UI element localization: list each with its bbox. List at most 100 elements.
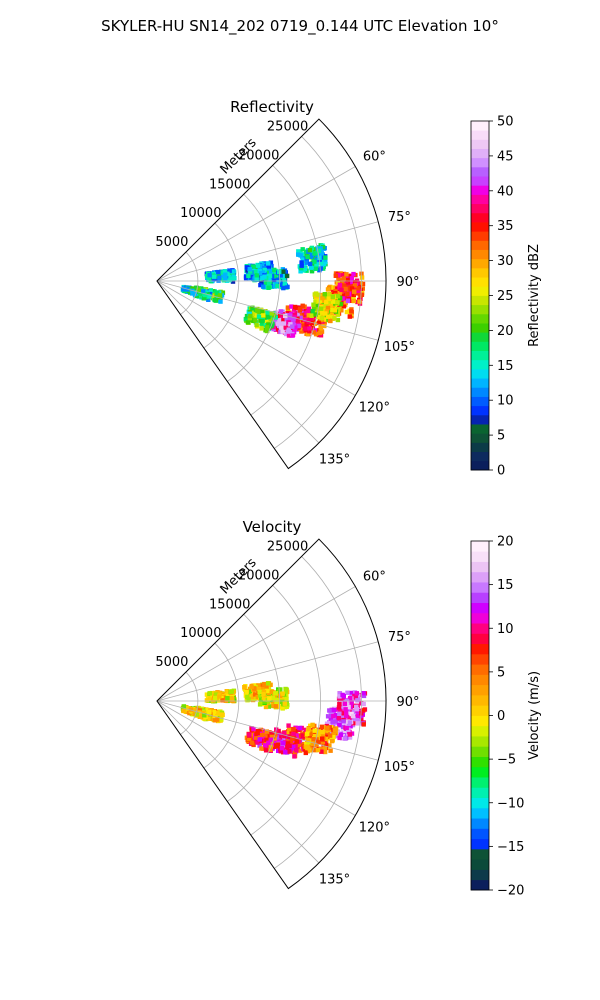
echo-cell	[215, 710, 220, 716]
echo-cell	[335, 317, 341, 323]
echo-cell	[276, 728, 281, 734]
echo-cell	[266, 264, 271, 269]
azimuth-tick-label: 75°	[388, 210, 411, 225]
azimuth-gridline	[156, 641, 379, 702]
echo-cell	[310, 309, 315, 314]
echo-cell	[281, 269, 286, 274]
echo-cell	[266, 276, 272, 281]
echo-cell	[230, 279, 236, 284]
echo-cell	[267, 730, 272, 735]
echo-cell	[211, 698, 216, 703]
echo-cell	[266, 740, 271, 745]
echo-cell	[277, 735, 282, 740]
echo-cell	[319, 724, 325, 729]
echo-cell	[243, 274, 249, 280]
echo-cell	[225, 689, 230, 694]
echo-cell	[292, 304, 298, 310]
echo-cell	[354, 704, 359, 710]
colorbar-swatch	[471, 684, 489, 696]
echo-cell	[337, 735, 342, 741]
echo-cell	[300, 257, 305, 262]
echo-cell	[332, 727, 337, 733]
echo-cell	[284, 331, 289, 337]
azimuth-gridline	[156, 700, 356, 816]
echo-cell	[282, 733, 287, 739]
colorbar-swatch	[471, 212, 489, 223]
echo-cell	[341, 719, 346, 724]
echo-cell	[344, 309, 350, 315]
echo-cell	[319, 749, 324, 754]
echo-cell	[220, 698, 225, 703]
echo-cell	[254, 276, 259, 282]
echo-cell	[351, 298, 357, 304]
colorbar-tick-label: 10	[497, 622, 514, 637]
echo-cell	[340, 696, 346, 702]
echo-cell	[344, 725, 349, 731]
echo-cell	[355, 698, 360, 703]
echo-cell	[347, 735, 353, 740]
echo-cell	[354, 707, 359, 712]
echo-cell	[315, 747, 321, 753]
echo-cell	[309, 320, 314, 326]
colorbar-swatch	[471, 258, 489, 269]
echo-cell	[282, 731, 287, 736]
echo-cell	[353, 716, 358, 721]
echo-cell	[269, 732, 275, 737]
echo-cell	[278, 321, 283, 326]
echo-cell	[353, 695, 358, 700]
range-tick-label: 15000	[209, 597, 250, 612]
colorbar-swatch	[471, 828, 489, 840]
echo-cell	[259, 271, 264, 276]
echo-cell	[254, 736, 259, 741]
echo-cell	[313, 747, 318, 753]
echo-cell	[268, 737, 273, 742]
colorbar-swatch	[471, 396, 489, 407]
echo-cell	[337, 723, 342, 728]
range-ring	[274, 136, 362, 449]
echo-cell	[283, 686, 288, 692]
range-ring	[203, 222, 240, 349]
colorbar-swatch	[471, 818, 489, 829]
echo-cell	[335, 300, 340, 305]
echo-cell	[265, 681, 271, 686]
echo-cell	[279, 696, 285, 702]
echo-cell	[329, 308, 334, 313]
echo-cell	[304, 744, 309, 749]
echo-cell	[251, 726, 256, 732]
echo-cell	[337, 290, 342, 296]
echo-cell	[302, 261, 307, 267]
echo-cell	[250, 694, 255, 700]
range-ring	[274, 556, 362, 869]
echo-cell	[339, 717, 344, 723]
echo-cell	[301, 268, 306, 273]
echo-cell	[286, 723, 291, 728]
echo-cell	[352, 289, 357, 294]
colorbar-swatch	[471, 746, 489, 757]
echo-cell	[323, 736, 329, 742]
colorbar-swatch	[471, 777, 489, 788]
echo-cell	[307, 261, 313, 267]
echo-cell	[319, 306, 324, 311]
colorbar-swatch	[471, 359, 489, 370]
echo-cell	[306, 740, 311, 745]
echo-cell	[276, 738, 281, 743]
echo-cell	[342, 704, 347, 709]
echo-cell	[245, 694, 250, 700]
echo-cell	[295, 318, 300, 323]
echo-cell	[285, 731, 290, 736]
echo-cell	[347, 314, 352, 319]
echo-cell	[275, 277, 281, 282]
echo-cell	[308, 723, 313, 728]
echo-cell	[284, 704, 289, 709]
echo-cell	[359, 275, 365, 280]
echo-cell	[323, 259, 328, 264]
echo-cell	[216, 278, 221, 283]
echo-cell	[256, 314, 262, 319]
echo-cell	[287, 743, 292, 749]
echo-cell	[318, 326, 323, 331]
echo-cell	[308, 731, 313, 736]
echo-cell	[207, 691, 213, 696]
echo-cell	[345, 719, 350, 724]
echo-cell	[272, 279, 277, 284]
echo-cell	[202, 292, 208, 298]
